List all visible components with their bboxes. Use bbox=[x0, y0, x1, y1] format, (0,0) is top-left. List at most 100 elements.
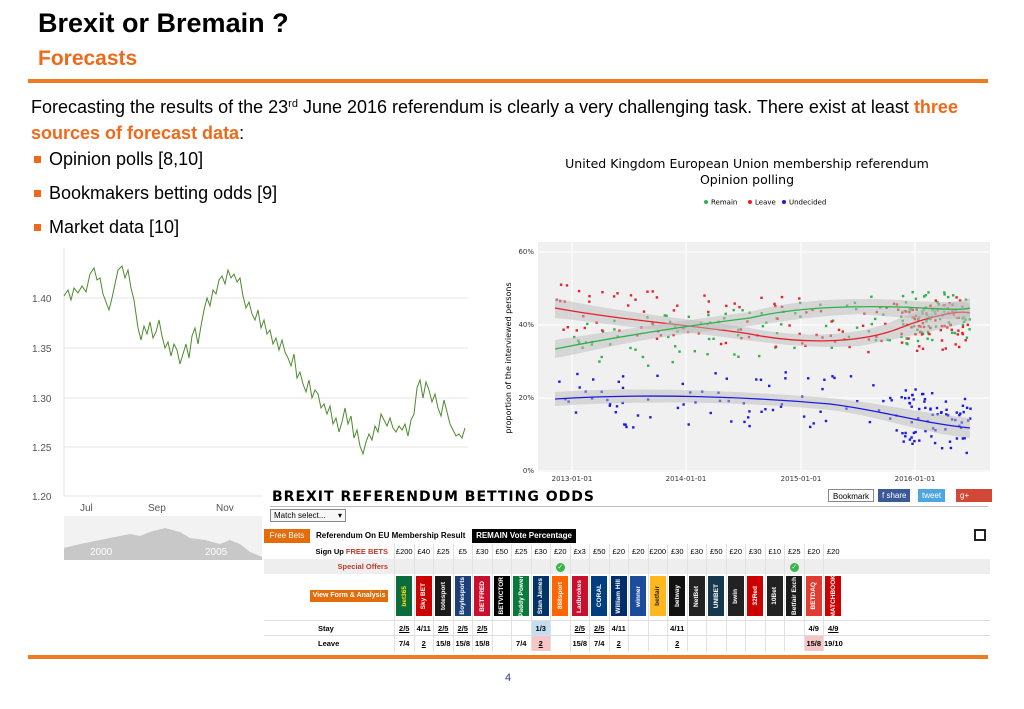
odds-cell[interactable]: 1/3 bbox=[530, 621, 550, 636]
bookmark-button[interactable]: Bookmark bbox=[828, 489, 875, 502]
facebook-share-button[interactable]: f share bbox=[878, 489, 911, 502]
tab-referendum-result[interactable]: Referendum On EU Membership Result bbox=[316, 531, 466, 540]
poll-point bbox=[678, 350, 681, 353]
offer-cell bbox=[569, 559, 590, 574]
odds-cell[interactable]: 7/4 bbox=[511, 636, 531, 651]
offer-cell bbox=[628, 559, 648, 574]
odds-cell[interactable]: 7/4 bbox=[394, 636, 414, 651]
odds-cell[interactable]: 2 bbox=[667, 636, 687, 651]
bookmaker-logo-cell[interactable]: betway bbox=[667, 574, 687, 620]
odds-cell[interactable]: 2/5 bbox=[452, 621, 473, 636]
odds-cell[interactable]: 2 bbox=[608, 636, 629, 651]
odds-cell[interactable]: 2/5 bbox=[569, 621, 590, 636]
bookmaker-logo-cell[interactable]: Boylesports bbox=[452, 574, 473, 620]
bookmaker-logo-cell[interactable]: William Hill bbox=[608, 574, 629, 620]
bookmaker-logo-cell[interactable]: BETVICTOR bbox=[491, 574, 512, 620]
bookmaker-logo-cell[interactable]: betfair bbox=[647, 574, 668, 620]
odds-cell bbox=[764, 621, 785, 636]
bookmaker-logo-cell[interactable]: Sky BET bbox=[413, 574, 434, 620]
poll-point bbox=[760, 296, 763, 299]
bookmaker-logo-cell[interactable]: winner bbox=[628, 574, 648, 620]
free-bet-value: £30 bbox=[530, 544, 551, 559]
bookmaker-logo-cell[interactable]: bet365 bbox=[394, 574, 414, 620]
odds-cell[interactable]: 2/5 bbox=[433, 621, 453, 636]
y-tick: 0% bbox=[523, 467, 534, 475]
expand-icon[interactable] bbox=[974, 529, 986, 541]
bookmaker-logo-cell[interactable]: MATCHBOOK bbox=[823, 574, 843, 620]
bookmaker-logo-cell[interactable]: 10Bet bbox=[764, 574, 785, 620]
odds-cell[interactable]: 15/8 bbox=[569, 636, 590, 651]
poll-point bbox=[586, 322, 589, 326]
bookmaker-logo-cell[interactable]: UNIBET bbox=[706, 574, 726, 620]
odds-cell[interactable]: 7/4 bbox=[589, 636, 609, 651]
bookmaker-name: BETVICTOR bbox=[498, 577, 506, 615]
odds-cell[interactable]: 4/11 bbox=[413, 621, 434, 636]
bookmaker-name: BETDAQ bbox=[810, 582, 818, 610]
bookmaker-logo-cell[interactable]: CORAL bbox=[589, 574, 609, 620]
bookmaker-logo: 32Red bbox=[747, 576, 764, 616]
poll-point bbox=[656, 374, 659, 377]
poll-point bbox=[583, 326, 586, 330]
poll-point bbox=[900, 396, 903, 399]
poll-point bbox=[963, 397, 967, 401]
poll-point bbox=[882, 399, 885, 403]
odds-cell[interactable]: 4/9 bbox=[823, 621, 843, 636]
odds-cell[interactable]: 15/8 bbox=[433, 636, 453, 651]
tab-remain-percentage[interactable]: REMAIN Vote Percentage bbox=[472, 529, 576, 543]
bookmaker-logo-cell[interactable]: totesport bbox=[433, 574, 453, 620]
poll-point bbox=[907, 337, 910, 340]
poll-point bbox=[634, 348, 637, 351]
google-share-button[interactable]: g+ share bbox=[956, 489, 992, 513]
bookmaker-logo-cell[interactable]: bwin bbox=[725, 574, 746, 620]
bookmaker-logo-cell[interactable]: 32Red bbox=[745, 574, 765, 620]
poll-point bbox=[621, 375, 625, 378]
x-tick: Nov bbox=[216, 503, 234, 514]
odds-cell[interactable]: 2 bbox=[530, 636, 550, 651]
bookmaker-logo: UNIBET bbox=[708, 576, 725, 616]
view-form-button[interactable]: View Form & Analysis bbox=[310, 590, 388, 602]
bullet-square-icon bbox=[34, 190, 41, 197]
poll-point bbox=[831, 319, 835, 322]
bookmaker-logo-cell[interactable]: NetBet bbox=[686, 574, 707, 620]
poll-point bbox=[627, 304, 630, 307]
poll-point bbox=[588, 300, 591, 303]
odds-cell bbox=[745, 621, 765, 636]
odds-cell[interactable]: 2 bbox=[413, 636, 434, 651]
tab-free-bets[interactable]: Free Bets bbox=[264, 529, 310, 543]
odds-cell bbox=[647, 621, 668, 636]
x-tick: Sep bbox=[148, 503, 166, 514]
free-bet-value: £5 bbox=[452, 544, 473, 559]
bookmaker-name: Boylesports bbox=[459, 577, 467, 615]
remain-trend-band bbox=[555, 298, 970, 358]
match-select[interactable]: Match select... ▾ bbox=[270, 509, 346, 522]
odds-cell[interactable]: 4/11 bbox=[667, 621, 687, 636]
poll-point bbox=[707, 310, 710, 314]
remain-trend-line bbox=[554, 305, 971, 350]
odds-cell[interactable]: 2/5 bbox=[472, 621, 492, 636]
odds-cell[interactable]: 15/8 bbox=[472, 636, 492, 651]
poll-point bbox=[926, 337, 929, 340]
bookmaker-logo-cell[interactable]: Betfair Exch bbox=[784, 574, 804, 620]
bookmaker-logo-cell[interactable]: BETDAQ bbox=[803, 574, 824, 620]
bookmaker-logo-cell[interactable]: 888sport bbox=[550, 574, 570, 620]
poll-point bbox=[738, 305, 741, 309]
poll-point bbox=[665, 314, 668, 317]
odds-cell[interactable]: 15/8 bbox=[452, 636, 473, 651]
odds-cell[interactable]: 15/8 bbox=[803, 636, 823, 651]
bookmaker-logo-cell[interactable]: Stan James bbox=[530, 574, 551, 620]
bookmaker-logo-cell[interactable]: Paddy Power bbox=[511, 574, 531, 620]
odds-cell[interactable]: 4/11 bbox=[608, 621, 629, 636]
odds-cell[interactable]: 19/10 bbox=[823, 636, 843, 651]
bookmaker-logo-cell[interactable]: Ladbrokes bbox=[569, 574, 590, 620]
odds-cell[interactable]: 2/5 bbox=[394, 621, 414, 636]
bookmaker-logo-cell[interactable]: BETFRED bbox=[472, 574, 492, 620]
twitter-share-button[interactable]: tweet bbox=[918, 489, 946, 502]
poll-point bbox=[912, 398, 915, 401]
odds-cell[interactable]: 4/9 bbox=[803, 621, 824, 636]
poll-point bbox=[940, 339, 944, 342]
poll-point bbox=[958, 345, 961, 349]
poll-point bbox=[760, 410, 763, 413]
odds-divider bbox=[270, 506, 988, 507]
odds-cell[interactable]: 2/5 bbox=[589, 621, 609, 636]
poll-point bbox=[961, 404, 965, 407]
